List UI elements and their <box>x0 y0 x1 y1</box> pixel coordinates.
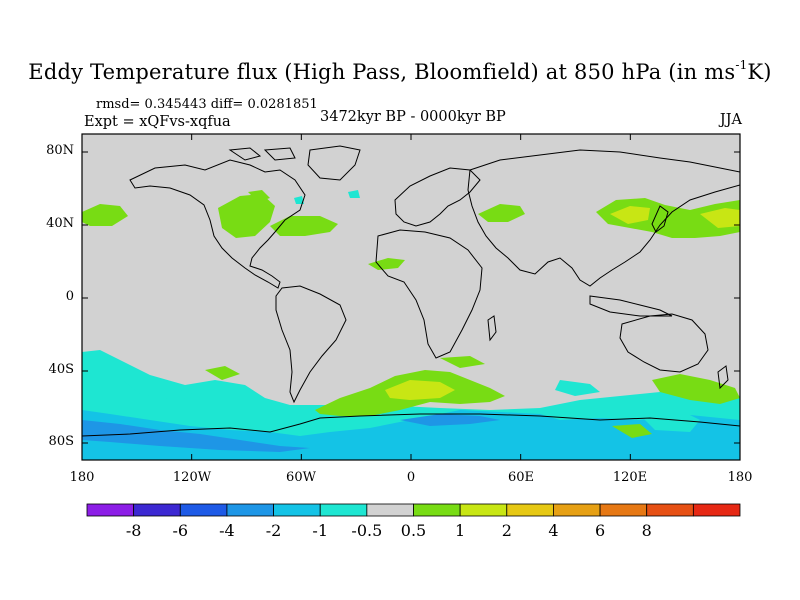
lon-tick-label: 180 <box>727 470 753 485</box>
colorbar-label: -2 <box>265 521 282 540</box>
lon-tick-label: 120W <box>172 470 212 485</box>
coastline-south-america <box>275 285 347 404</box>
field-contours <box>82 190 740 460</box>
contour-region <box>348 190 360 198</box>
coastline-madagascar <box>487 315 497 342</box>
contour-region <box>368 258 405 270</box>
colorbar-label: -1 <box>312 521 328 540</box>
colorbar-swatch <box>506 503 554 517</box>
contour-region <box>700 208 740 228</box>
contour-region <box>218 194 275 238</box>
coastline-asia <box>467 149 740 287</box>
colorbar-swatch <box>133 503 181 517</box>
colorbar-swatch <box>226 503 274 517</box>
coastline-greenland <box>307 145 361 181</box>
lat-tick-label: 80N <box>46 143 74 158</box>
coastline-africa <box>375 229 483 359</box>
colorbar-swatch <box>459 503 508 517</box>
contour-region <box>610 206 650 224</box>
colorbar-swatch <box>86 503 135 517</box>
contour-region <box>205 366 240 380</box>
colorbar-label: -0.5 <box>351 521 383 540</box>
coastline-japan <box>651 205 669 233</box>
colorbar-swatch <box>413 503 461 517</box>
contour-region <box>294 196 304 204</box>
coastline-new-zealand <box>717 365 729 390</box>
contour-region <box>400 414 500 426</box>
contour-region <box>248 190 270 202</box>
colorbar-label: 0.5 <box>400 521 427 540</box>
chart-title: Eddy Temperature flux (High Pass, Bloomf… <box>28 58 772 84</box>
colorbar-label: 4 <box>548 521 559 540</box>
colorbar-label: -6 <box>172 521 189 540</box>
contour-region <box>82 420 310 452</box>
lon-tick-label: 0 <box>406 470 416 485</box>
colorbar-swatch <box>692 503 741 517</box>
contour-region <box>640 410 700 432</box>
lon-tick-label: 120E <box>612 470 648 485</box>
coastlines <box>82 145 740 437</box>
lon-tick-label: 180 <box>69 470 95 485</box>
colorbar-label: -4 <box>219 521 235 540</box>
contour-region <box>120 378 200 400</box>
colorbar <box>86 503 741 517</box>
colorbar-label: 2 <box>501 521 512 540</box>
contour-region <box>612 424 652 438</box>
period-label: 3472kyr BP - 0000kyr BP <box>320 109 506 125</box>
colorbar-swatch <box>553 503 601 517</box>
lat-tick-label: 40S <box>48 362 74 377</box>
season-label: JJA <box>719 112 742 128</box>
colorbar-label: -8 <box>125 521 142 540</box>
contour-region <box>652 374 740 404</box>
coastline-arctic-islands <box>228 147 296 161</box>
axis-ticks <box>81 134 741 460</box>
contour-region <box>385 380 455 400</box>
colorbar-swatch <box>179 503 228 517</box>
lon-tick-label: 60E <box>507 470 535 485</box>
contour-region <box>478 204 525 222</box>
colorbar-label: 1 <box>455 521 466 540</box>
colorbar-label: 8 <box>641 521 652 540</box>
colorbar-swatch <box>646 503 694 517</box>
colorbar-label: 6 <box>594 521 606 540</box>
stats-line: rmsd= 0.345443 diff= 0.0281851 <box>96 97 318 112</box>
colorbar-swatch <box>319 503 368 517</box>
lon-tick-label: 60W <box>286 470 316 485</box>
colorbar-swatch <box>366 503 414 517</box>
colorbar-swatch <box>599 503 648 517</box>
lat-tick-label: 80S <box>48 434 74 449</box>
coastline-australia <box>619 313 709 373</box>
lat-tick-label: 40N <box>46 216 74 231</box>
contour-region <box>440 356 485 368</box>
contour-region <box>82 204 128 226</box>
coastline-europe <box>394 167 481 227</box>
contour-region <box>270 216 338 236</box>
contour-region <box>555 380 600 396</box>
coastline-indonesia <box>589 295 673 317</box>
coastline-north-america <box>129 159 306 289</box>
coastline-antarctica <box>82 413 740 437</box>
lat-tick-label: 0 <box>65 289 74 304</box>
experiment-label: Expt = xQFvs-xqfua <box>84 114 231 130</box>
colorbar-swatch <box>273 503 321 517</box>
